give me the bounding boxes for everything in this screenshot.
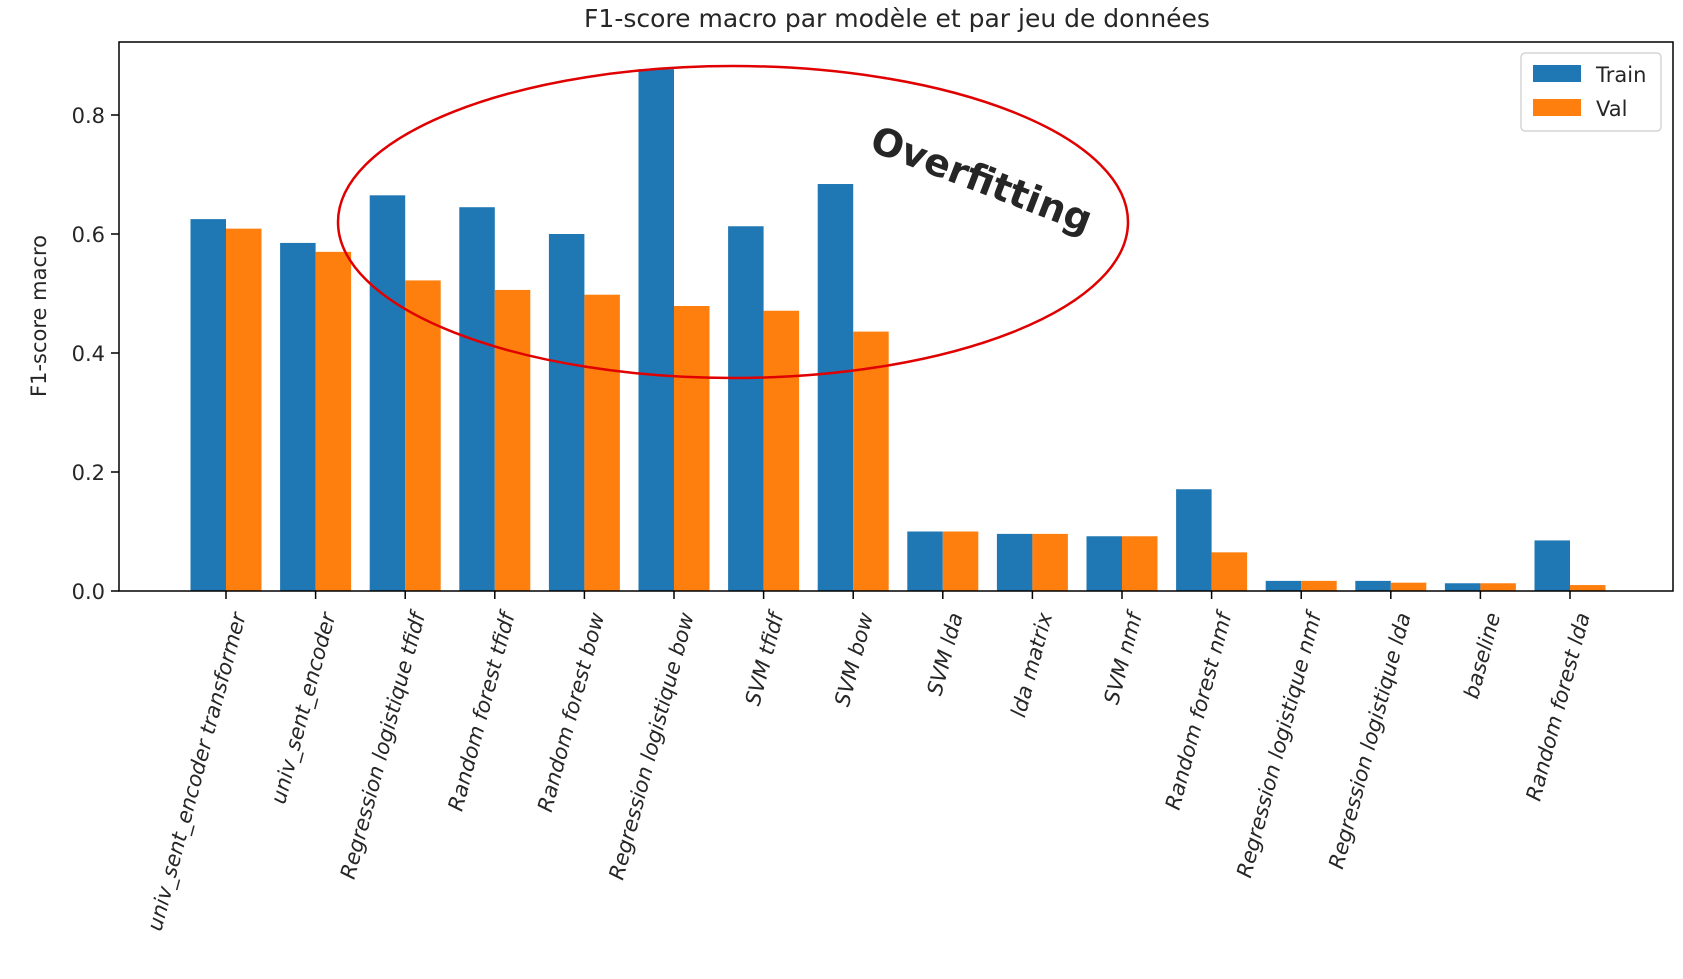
x-tick-label: SVM nmf	[1099, 607, 1147, 707]
bar-train-2	[369, 195, 406, 591]
x-tick-label: Regression logistique bow	[604, 609, 699, 882]
x-tick-label: Random forest tfidf	[444, 607, 521, 814]
bar-val-13	[1390, 582, 1427, 591]
legend-swatch-val	[1533, 99, 1581, 116]
y-tick-label: 0.4	[72, 342, 105, 366]
y-tick-label: 0.0	[72, 580, 105, 604]
bars-layer	[190, 69, 1606, 592]
overfitting-ellipse	[336, 64, 1130, 380]
y-axis-label: F1-score macro	[27, 235, 51, 397]
x-tick-label: SVM lda	[923, 610, 968, 698]
y-axis: 0.0 0.2 0.4 0.6 0.8	[72, 104, 119, 604]
x-tick-label: univ_sent_encoder	[266, 609, 341, 807]
legend-swatch-train	[1533, 65, 1581, 82]
bar-train-6	[728, 226, 764, 591]
bar-val-0	[226, 228, 262, 591]
bar-val-7	[853, 331, 889, 591]
x-tick-label: Random forest bow	[533, 609, 609, 814]
legend: Train Val	[1520, 52, 1662, 132]
bar-train-9	[996, 533, 1033, 591]
x-tick-label: lda matrix	[1006, 610, 1057, 720]
x-tick-label: Regression logistique tfidf	[336, 607, 431, 882]
bar-train-0	[190, 219, 226, 592]
bar-train-5	[638, 69, 674, 592]
x-tick-label: SVM tfidf	[741, 607, 790, 708]
y-tick-label: 0.6	[72, 223, 105, 247]
x-tick-label: SVM bow	[830, 609, 878, 709]
bar-train-10	[1086, 536, 1122, 591]
bar-train-4	[548, 234, 585, 591]
bar-train-8	[907, 531, 943, 591]
bar-train-15	[1534, 540, 1570, 591]
y-tick-label: 0.8	[72, 104, 105, 128]
bar-val-4	[584, 294, 620, 591]
x-tick-label: Random forest lda	[1521, 610, 1594, 803]
bar-val-15	[1570, 585, 1606, 591]
legend-label-val: Val	[1596, 97, 1627, 121]
y-tick-label: 0.2	[72, 461, 105, 485]
bar-val-9	[1032, 533, 1068, 591]
bar-train-14	[1444, 583, 1481, 591]
x-tick-label: Random forest nmf	[1161, 607, 1238, 813]
bar-val-2	[405, 280, 441, 591]
x-tick-label: univ_sent_encoder transformer	[143, 609, 252, 934]
chart-title: F1-score macro par modèle et par jeu de …	[584, 4, 1210, 33]
x-tick-label: Regression logistique lda	[1324, 610, 1416, 871]
x-tick-label: Regression logistique nmf	[1232, 607, 1327, 881]
legend-label-train: Train	[1595, 63, 1646, 87]
bar-val-10	[1122, 536, 1158, 591]
bar-train-3	[459, 207, 495, 591]
bar-train-11	[1176, 489, 1212, 591]
bar-val-12	[1301, 580, 1337, 591]
bar-val-5	[674, 306, 710, 591]
bar-val-8	[942, 531, 979, 591]
bar-val-14	[1480, 583, 1516, 591]
bar-train-13	[1355, 580, 1391, 591]
x-tick-label: baseline	[1459, 610, 1505, 701]
bar-train-7	[817, 184, 854, 591]
bar-train-1	[280, 242, 316, 591]
bar-val-6	[763, 310, 800, 591]
bar-val-11	[1211, 552, 1248, 592]
x-axis: univ_sent_encoder transformer univ_sent_e…	[143, 591, 1595, 934]
bar-val-3	[494, 289, 531, 591]
plot-frame	[118, 41, 1674, 592]
bar-val-1	[315, 251, 352, 591]
bar-train-12	[1265, 580, 1302, 591]
